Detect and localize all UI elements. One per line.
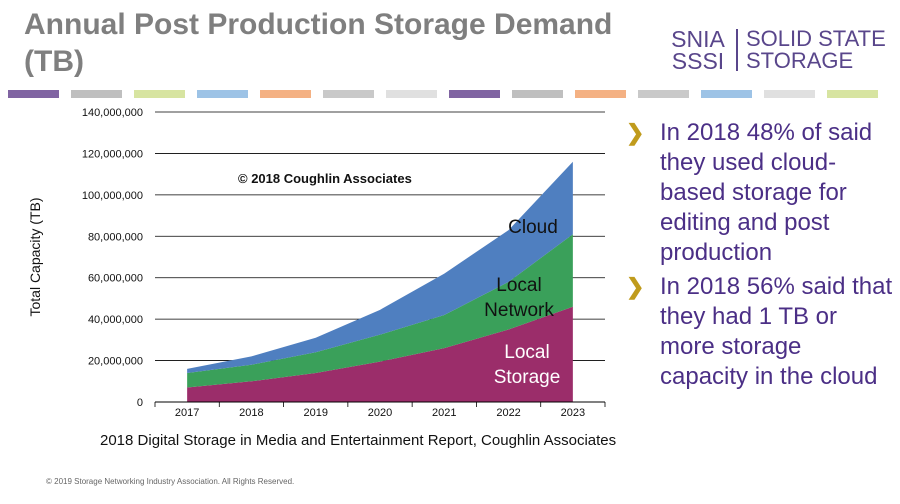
x-tick-label: 2023: [561, 407, 585, 419]
area-local-storage: [187, 306, 573, 402]
logo-line-2: STORAGE: [746, 48, 854, 73]
bullet-list: ❯ In 2018 48% of said they used cloud-bas…: [626, 118, 894, 396]
series-label-line: Local: [504, 342, 549, 363]
snia-text: SNIA: [671, 26, 725, 52]
chevron-right-icon: ❯: [626, 274, 645, 299]
x-tick-label: 2022: [496, 407, 520, 419]
series-label-cloud: Cloud: [508, 217, 558, 238]
area-local-network: [187, 234, 573, 388]
series-label-line: Cloud: [508, 217, 558, 238]
sssi-text: SSSI: [671, 48, 725, 74]
stripe-segment: [575, 90, 626, 98]
area-series: [187, 161, 573, 402]
y-tick-label: 40,000,000: [88, 314, 143, 326]
stripe-segment: [638, 90, 689, 98]
snia-mark: SNIA SSSI: [666, 26, 730, 74]
x-tick-label: 2021: [432, 407, 456, 419]
y-tick-label: 140,000,000: [82, 107, 143, 119]
snia-sssi-logo: SNIA SSSI SOLID STATE STORAGE: [666, 26, 890, 74]
logo-line-1: SOLID STATE: [746, 26, 886, 51]
bullet-item: ❯ In 2018 48% of said they used cloud-bas…: [626, 118, 894, 268]
chevron-right-icon: ❯: [626, 120, 645, 145]
slide-title: Annual Post Production Storage Demand (T…: [24, 8, 613, 78]
chart-annotation: © 2018 Coughlin Associates: [238, 171, 412, 186]
y-tick-label: 100,000,000: [82, 190, 143, 202]
color-stripe: [8, 90, 892, 98]
stripe-segment: [449, 90, 500, 98]
stripe-segment: [512, 90, 563, 98]
bullet-item: ❯ In 2018 56% said that they had 1 TB or …: [626, 272, 894, 392]
stripe-segment: [71, 90, 122, 98]
stripe-segment: [134, 90, 185, 98]
y-tick-label: 60,000,000: [88, 273, 143, 285]
x-tick-label: 2019: [303, 407, 327, 419]
copyright-footer: © 2019 Storage Networking Industry Assoc…: [46, 477, 295, 486]
bullet-text: In 2018 48% of said they used cloud-base…: [660, 119, 873, 266]
storage-demand-chart: 0 20,000,000 40,000,000 60,000,000 80,000,00…: [27, 107, 606, 419]
gridlines: [155, 111, 605, 361]
x-tick-label: 2017: [175, 407, 199, 419]
stripe-segment: [197, 90, 248, 98]
bullet-text: In 2018 56% said that they had 1 TB or m…: [660, 273, 893, 390]
series-label-local-storage: Local Storage: [494, 342, 561, 388]
solid-state-storage-text: SOLID STATE STORAGE: [746, 28, 886, 72]
stripe-segment: [8, 90, 59, 98]
y-tick-label: 20,000,000: [88, 356, 143, 368]
x-tick-label: 2020: [368, 407, 392, 419]
y-tick-label: 80,000,000: [88, 231, 143, 243]
series-label-line: Local: [496, 275, 541, 296]
stripe-segment: [827, 90, 878, 98]
series-label-line: Network: [484, 300, 554, 321]
series-label-local-network: Local Network: [484, 275, 554, 321]
chart-labels: Total Capacity (TB) © 2018 Coughlin Assoc…: [27, 171, 560, 388]
stripe-segment: [323, 90, 374, 98]
series-label-line: Storage: [494, 367, 561, 388]
y-axis-title: Total Capacity (TB): [27, 197, 43, 316]
y-tick-label: 120,000,000: [82, 148, 143, 160]
y-tick-label: 0: [137, 397, 143, 409]
stripe-segment: [764, 90, 815, 98]
axes: 0 20,000,000 40,000,000 60,000,000 80,000,00…: [82, 107, 606, 419]
stripe-segment: [386, 90, 437, 98]
source-caption: 2018 Digital Storage in Media and Entert…: [100, 432, 617, 449]
area-cloud: [187, 161, 573, 373]
logo-divider: [736, 29, 738, 71]
x-tick-label: 2018: [239, 407, 263, 419]
stripe-segment: [701, 90, 752, 98]
stripe-segment: [260, 90, 311, 98]
